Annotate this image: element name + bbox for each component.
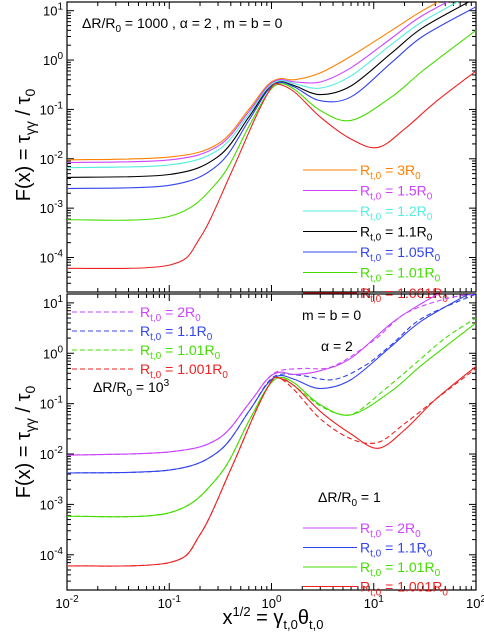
y-tick-label: 101 [43, 2, 63, 19]
legend-label: Rt,0 = 1.2R0 [360, 203, 433, 223]
y-tick-label: 10-4 [40, 546, 64, 563]
x-tick-label: 100 [261, 594, 281, 611]
series-line [67, 2, 449, 164]
legend-label: Rt,0 = 2R0 [360, 520, 421, 540]
series-line [67, 294, 476, 456]
y-tick-label: 100 [43, 344, 63, 361]
svg-text:F(x) = τγγ / τ0: F(x) = τγγ / τ0 [13, 88, 38, 201]
series-line [67, 317, 476, 518]
x-tick-label: 101 [364, 594, 384, 611]
series-line [67, 29, 476, 221]
top-annotation: ΔR/R0 = 1000 , α = 2 , m = b = 0 [82, 15, 283, 35]
bottom-panel: 10-4 10-3 10-2 10-1 100 101 10-2 10-1 100 101 102 R… [40, 293, 484, 611]
legend-label: Rt,0 = 1.05R0 [360, 244, 441, 264]
y-tick-label: 10-3 [40, 495, 64, 512]
legend-label: Rt,0 = 1.001R0 [140, 361, 228, 381]
top-panel: 10-4 10-3 10-2 10-1 100 101 ΔR/R0 = 1000 , α =… [40, 1, 477, 305]
mb-annotation: m = b = 0 [302, 307, 361, 323]
x-tick-label: 10-1 [158, 594, 182, 611]
x-tick-label: 10-2 [55, 594, 79, 611]
dr-annotation-solid: ΔR/R0 = 1 [318, 489, 381, 509]
series-line [67, 70, 476, 270]
legend-label: Rt,0 = 1.1R0 [360, 540, 433, 560]
legend-label: Rt,0 = 1.01R0 [360, 559, 441, 579]
bottom-y-axis-title: F(x) = τγγ / τ0 [13, 385, 38, 498]
legend-label: Rt,0 = 2R0 [140, 304, 201, 324]
y-tick-label: 10-3 [40, 199, 64, 216]
svg-text:F(x) = τγγ / τ0: F(x) = τγγ / τ0 [13, 385, 38, 498]
y-tick-label: 100 [43, 51, 63, 68]
legend-label: Rt,0 = 1.01R0 [140, 342, 221, 362]
legend-label: Rt,0 = 1.01R0 [360, 265, 441, 285]
legend-label: Rt,0 = 1.5R0 [360, 183, 433, 203]
top-y-axis-title: F(x) = τγγ / τ0 [13, 88, 38, 201]
legend-label: Rt,0 = 1.001R0 [360, 285, 448, 305]
y-tick-label: 10-1 [40, 100, 64, 117]
legend-label: Rt,0 = 1.1R0 [360, 224, 433, 244]
series-line [67, 365, 476, 567]
x-tick-label: 102 [466, 594, 484, 611]
alpha-annotation: α = 2 [321, 338, 353, 354]
y-tick-label: 10-2 [40, 445, 64, 462]
dr-annotation-dashed: ΔR/R0 = 103 [93, 378, 170, 399]
y-tick-label: 10-4 [40, 248, 64, 265]
series-line [67, 2, 459, 169]
series-line [67, 6, 476, 190]
y-tick-label: 101 [43, 294, 63, 311]
legend-label: Rt,0 = 1.1R0 [140, 323, 213, 343]
series-line [67, 2, 440, 161]
y-tick-label: 10-1 [40, 395, 64, 412]
series-line [67, 2, 470, 178]
series-line [67, 322, 476, 518]
legend-label: Rt,0 = 3R0 [360, 162, 421, 182]
series-line [67, 294, 470, 474]
legend-label: Rt,0 = 1.001R0 [360, 579, 448, 599]
series-line [67, 294, 439, 456]
y-tick-label: 10-2 [40, 150, 64, 167]
